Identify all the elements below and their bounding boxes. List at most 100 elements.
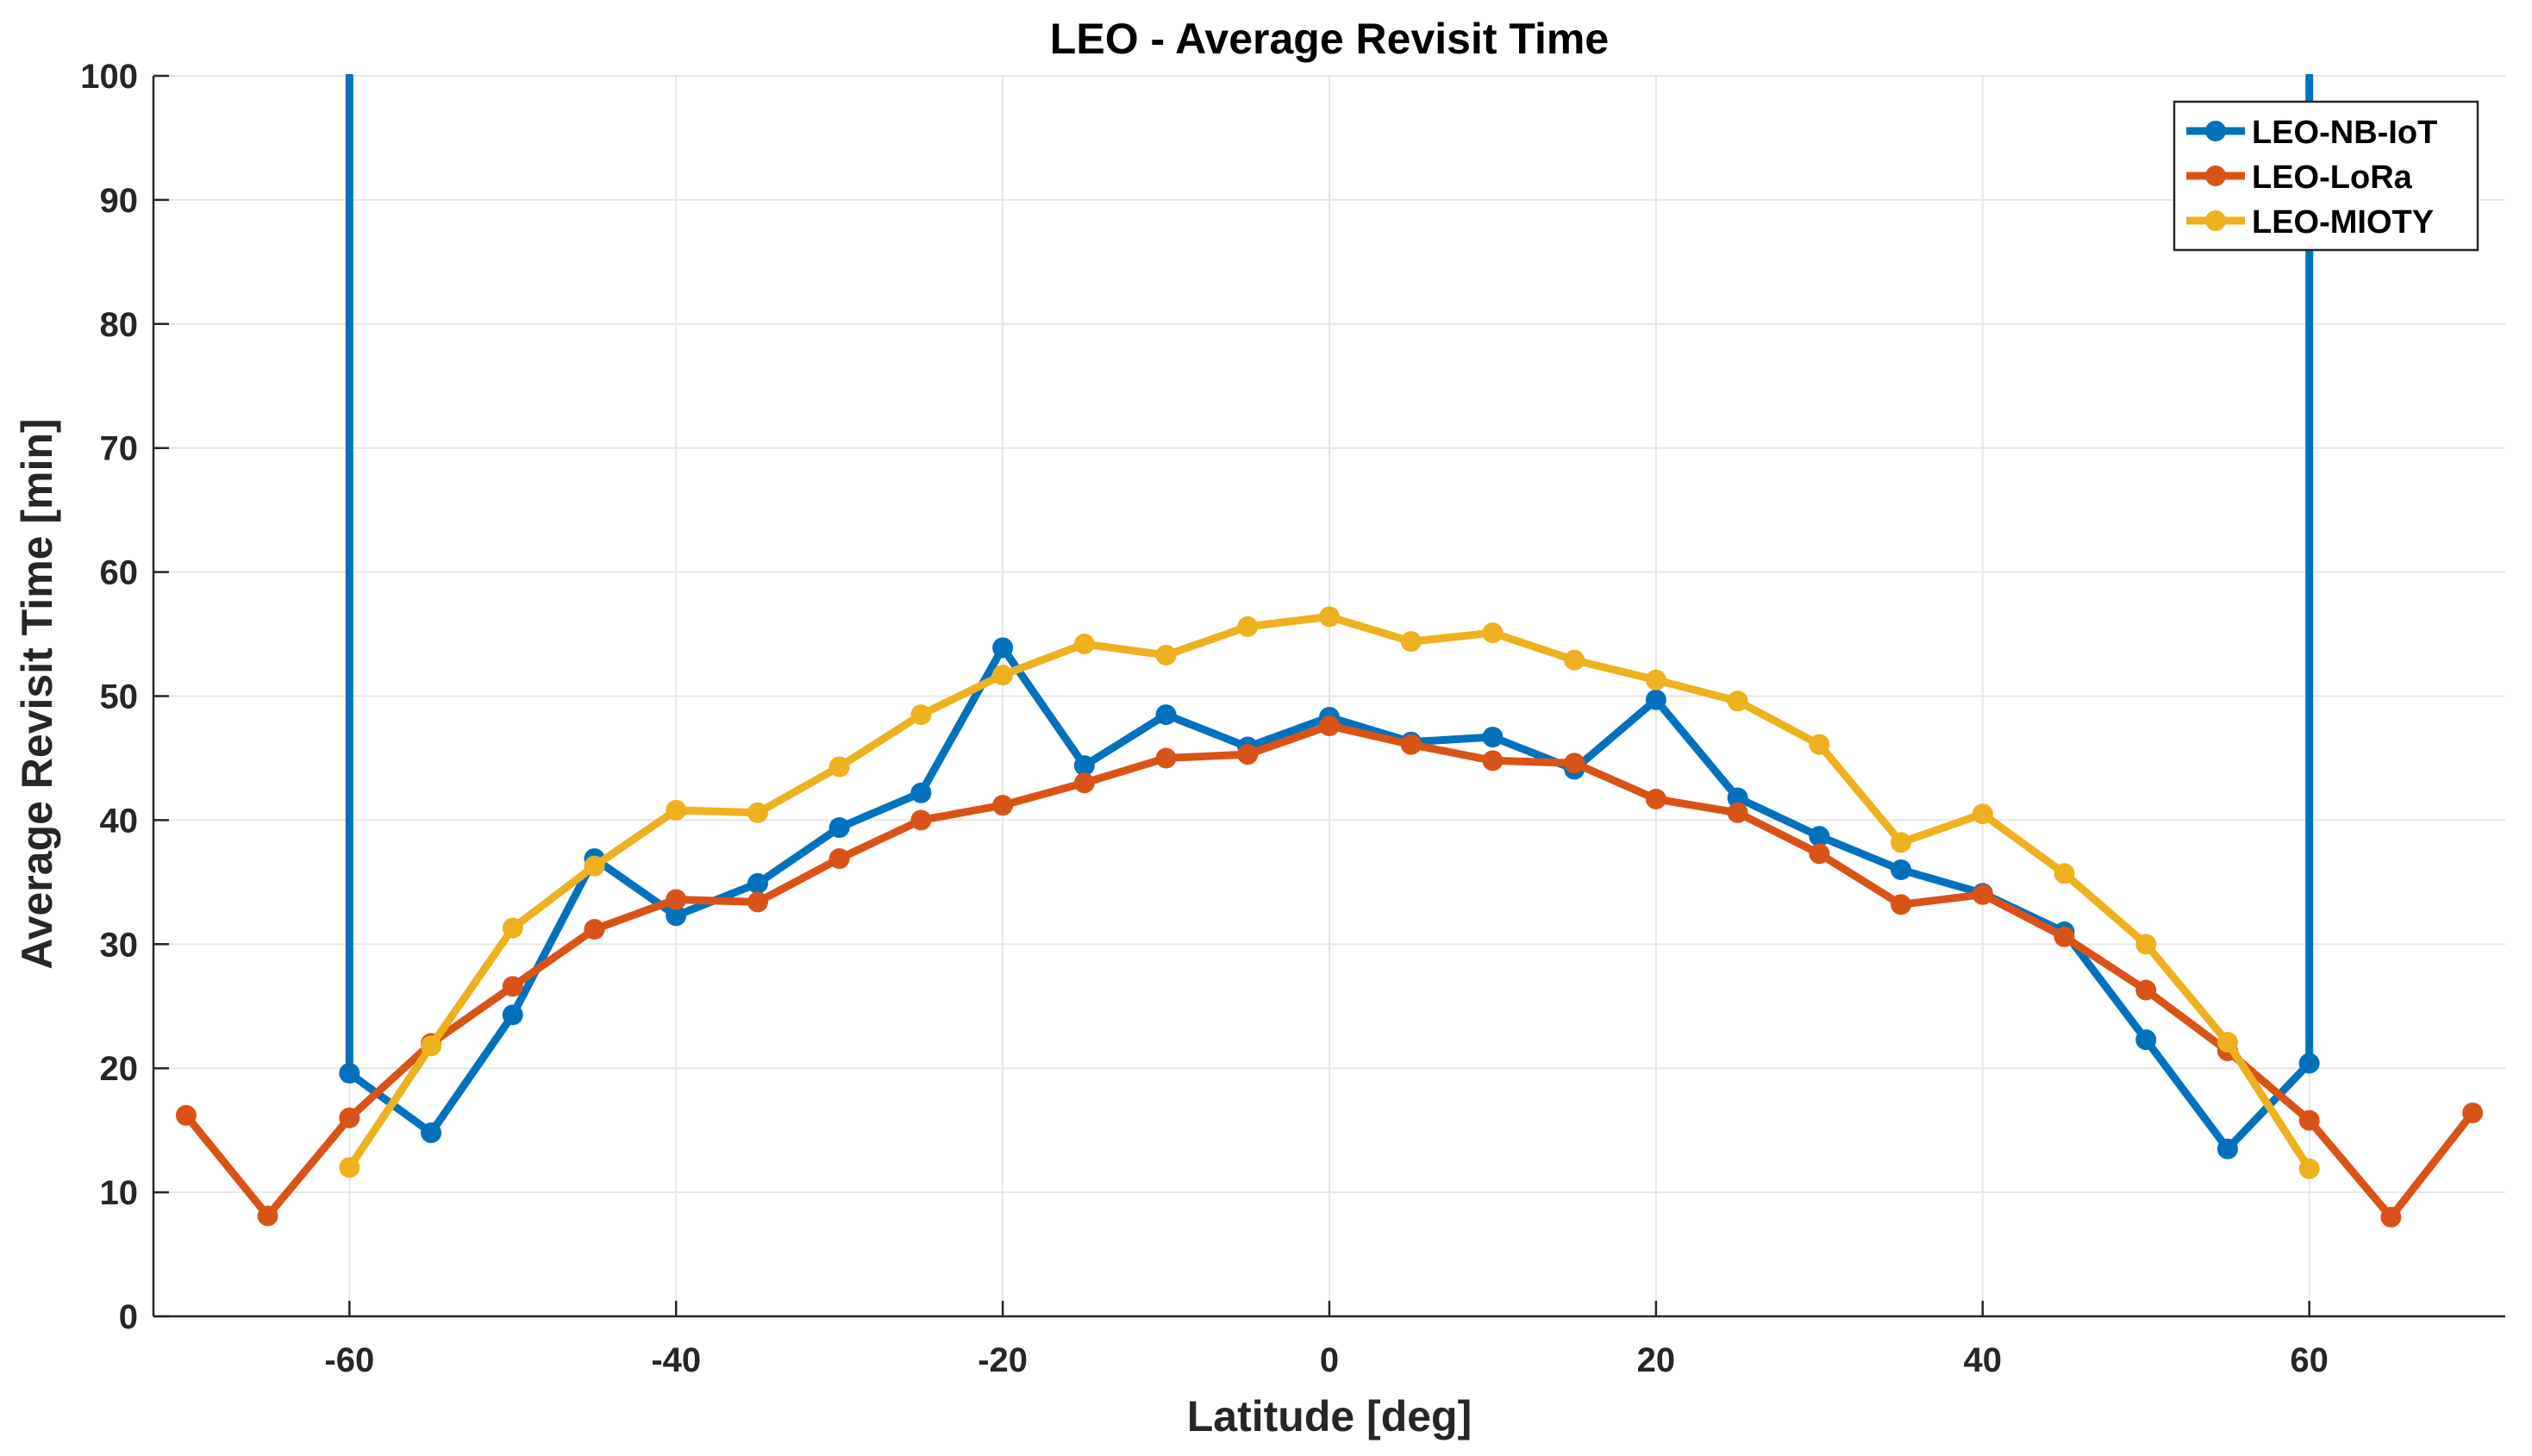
y-tick-label: 40 (100, 802, 139, 840)
data-point (339, 1062, 360, 1084)
legend-label: LEO-MIOTY (2252, 204, 2434, 241)
data-point (828, 848, 850, 870)
data-point (747, 802, 768, 823)
axes: -60 -40 -20 0 20 40 60 0 10 20 30 40 50 60 70 80 90 100 (80, 58, 2505, 1379)
data-point (502, 1004, 523, 1026)
y-tick-label: 20 (100, 1050, 139, 1088)
data-point (175, 1104, 197, 1126)
x-tick-label: -20 (978, 1341, 1028, 1379)
data-point (2135, 934, 2157, 955)
data-point (1727, 691, 1748, 712)
legend-label: LEO-LoRa (2252, 159, 2413, 196)
data-point (1891, 894, 1912, 915)
data-point (2054, 863, 2075, 884)
x-tick-label: 60 (2290, 1341, 2329, 1379)
data-point (1319, 606, 1340, 628)
legend-marker (2205, 166, 2226, 186)
chart-labels: LEO - Average Revisit Time Latitude [deg… (13, 15, 1609, 1440)
data-point (910, 704, 932, 726)
data-point (747, 872, 768, 894)
data-point (1564, 753, 1585, 774)
data-point (992, 665, 1014, 686)
series-leo-mioty (339, 606, 2320, 1179)
data-point (1073, 755, 1095, 777)
legend-label: LEO-NB-IoT (2252, 115, 2437, 151)
data-point (421, 1122, 442, 1144)
data-point (992, 637, 1014, 659)
y-tick-label: 70 (100, 430, 139, 468)
data-point (584, 919, 605, 940)
x-tick-label: -60 (324, 1341, 374, 1379)
data-point (910, 809, 932, 831)
legend-item[interactable]: LEO-MIOTY (2186, 204, 2434, 241)
data-point (339, 1157, 360, 1178)
data-point (2216, 1031, 2238, 1053)
data-point (1972, 884, 1993, 905)
data-point (1155, 704, 1177, 726)
legend-item[interactable]: LEO-NB-IoT (2186, 115, 2437, 151)
y-tick-label: 90 (100, 182, 139, 220)
data-point (421, 1035, 442, 1057)
series-group (175, 74, 2484, 1228)
legend-marker (2205, 121, 2226, 141)
data-point (1482, 622, 1504, 644)
data-point (1891, 832, 1912, 853)
data-point (1073, 634, 1095, 655)
data-point (747, 891, 768, 913)
chart-title: LEO - Average Revisit Time (1050, 15, 1609, 63)
legend-marker (2205, 210, 2226, 231)
data-point (1237, 616, 1259, 637)
x-tick-label: 0 (1320, 1341, 1339, 1379)
data-point (1809, 734, 1830, 755)
data-point (2298, 1109, 2320, 1131)
data-point (1400, 734, 1422, 755)
series-leo-lora (175, 716, 2484, 1228)
data-point (2298, 1158, 2320, 1179)
data-point (666, 905, 687, 927)
data-point (2135, 1029, 2157, 1051)
data-point (1645, 669, 1666, 691)
y-tick-label: 100 (80, 58, 138, 96)
data-point (2135, 979, 2157, 1001)
data-point (910, 782, 932, 803)
data-point (1972, 803, 1993, 825)
data-point (666, 799, 687, 821)
data-point (1155, 747, 1177, 769)
data-point (1645, 689, 1666, 710)
x-axis-title: Latitude [deg] (1187, 1392, 1472, 1440)
data-point (666, 889, 687, 910)
legend-item[interactable]: LEO-LoRa (2186, 159, 2413, 196)
data-point (1727, 787, 1748, 809)
data-point (828, 817, 850, 839)
data-point (502, 976, 523, 997)
data-point (1482, 726, 1504, 747)
y-tick-label: 50 (100, 678, 139, 716)
data-point (2216, 1138, 2238, 1159)
data-point (2054, 926, 2075, 947)
data-point (828, 756, 850, 778)
data-point (502, 917, 523, 939)
grid (153, 75, 2505, 1317)
legend[interactable]: LEO-NB-IoT LEO-LoRa LEO-MIOTY (2173, 100, 2479, 252)
y-tick-label: 80 (100, 306, 139, 344)
data-point (339, 1107, 360, 1128)
x-tick-label: -40 (651, 1341, 701, 1379)
data-point (1809, 843, 1830, 865)
data-point (1482, 750, 1504, 772)
data-point (1564, 649, 1585, 671)
data-point (1237, 744, 1259, 765)
data-point (1155, 645, 1177, 666)
y-tick-label: 10 (100, 1174, 139, 1212)
data-point (1891, 859, 1912, 880)
data-point (1319, 716, 1340, 737)
data-point (584, 855, 605, 877)
x-tick-label: 40 (1964, 1341, 2003, 1379)
data-point (2298, 1053, 2320, 1074)
data-point (992, 795, 1014, 816)
data-point (1073, 772, 1095, 794)
data-point (1809, 826, 1830, 847)
data-point (1727, 802, 1748, 823)
data-point (257, 1205, 278, 1227)
